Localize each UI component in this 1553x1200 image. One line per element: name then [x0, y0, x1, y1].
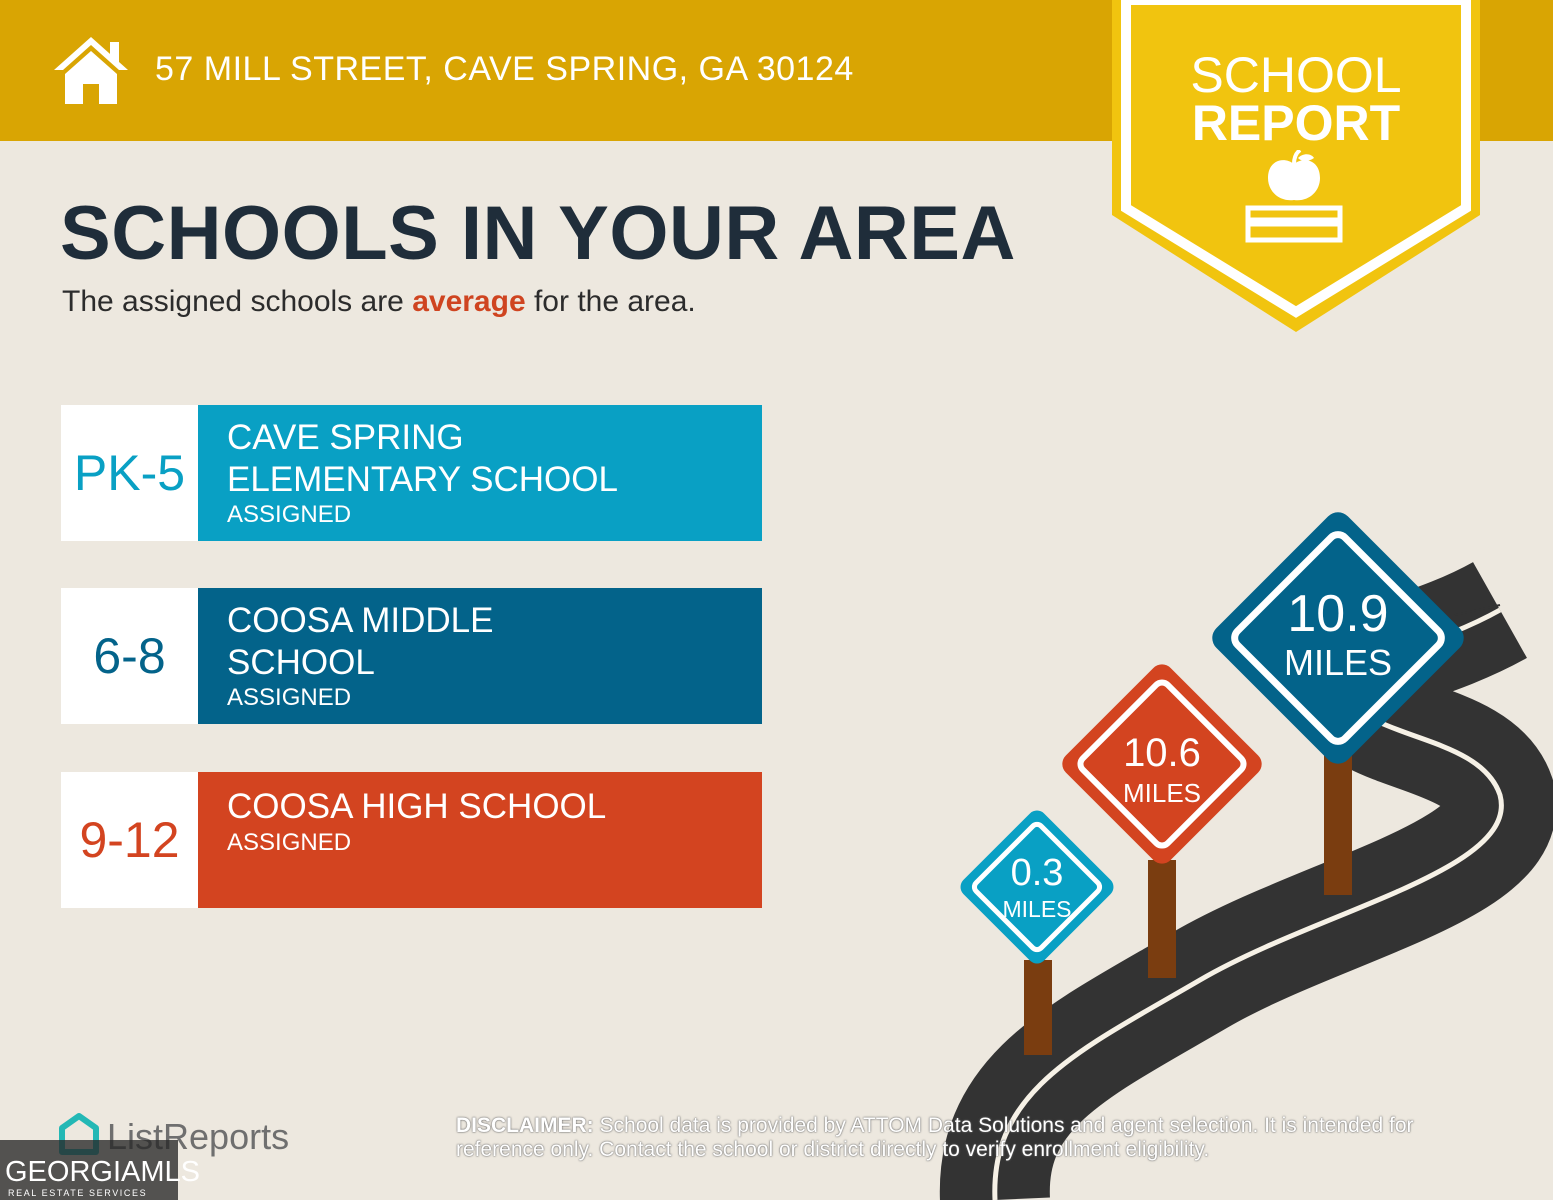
assignment-status: ASSIGNED [227, 829, 352, 856]
distance-value: 10.9 [1287, 585, 1389, 643]
distance-sign-large [1212, 512, 1464, 764]
badge-title-line1: SCHOOL [1190, 47, 1402, 103]
georgiamls-watermark-subtext: REAL ESTATE SERVICES [8, 1188, 148, 1198]
house-icon [54, 37, 128, 104]
grade-range: 6-8 [61, 588, 198, 724]
school-row-elementary: PK-5 CAVE SPRING ELEMENTARY SCHOOL ASSIG… [61, 405, 762, 541]
school-name: COOSA MIDDLE SCHOOL [227, 601, 494, 682]
grade-range: PK-5 [61, 405, 198, 541]
page-title: SCHOOLS IN YOUR AREA [60, 191, 1016, 276]
distance-unit: MILES [1002, 896, 1072, 922]
road-illustration [939, 512, 1553, 1200]
distance-sign-medium [1062, 664, 1262, 864]
rating-highlight: average [412, 285, 526, 318]
assignment-status: ASSIGNED [227, 684, 352, 711]
school-card: CAVE SPRING ELEMENTARY SCHOOL ASSIGNED [198, 405, 762, 541]
distance-unit: MILES [1122, 778, 1202, 808]
sign-post [1024, 960, 1052, 1055]
assignment-status: ASSIGNED [227, 501, 352, 528]
school-card: COOSA HIGH SCHOOL ASSIGNED [198, 772, 762, 908]
page-subtitle: The assigned schools are average for the… [62, 285, 696, 318]
badge-title-line2: REPORT [1191, 95, 1401, 151]
distance-sign-small [960, 810, 1114, 964]
apple-on-books-icon [1245, 150, 1343, 243]
sign-post [1148, 860, 1176, 978]
school-name: COOSA HIGH SCHOOL [227, 787, 607, 826]
georgiamls-watermark [0, 1140, 178, 1200]
school-name: CAVE SPRING ELEMENTARY SCHOOL [227, 418, 618, 499]
distance-unit: MILES [1283, 642, 1393, 683]
georgiamls-watermark-text: GEORGIAMLS [5, 1156, 200, 1188]
property-address: 57 MILL STREET, CAVE SPRING, GA 30124 [155, 50, 854, 88]
school-row-middle: 6-8 COOSA MIDDLE SCHOOL ASSIGNED [61, 588, 762, 724]
school-row-high: 9-12 COOSA HIGH SCHOOL ASSIGNED [61, 772, 762, 908]
disclaimer: DISCLAIMER: School data is provided by A… [456, 1114, 1414, 1161]
sign-post [1324, 755, 1352, 895]
grade-range: 9-12 [61, 772, 198, 908]
distance-value: 0.3 [1010, 852, 1064, 894]
distance-value: 10.6 [1123, 731, 1201, 775]
school-card: COOSA MIDDLE SCHOOL ASSIGNED [198, 588, 762, 724]
